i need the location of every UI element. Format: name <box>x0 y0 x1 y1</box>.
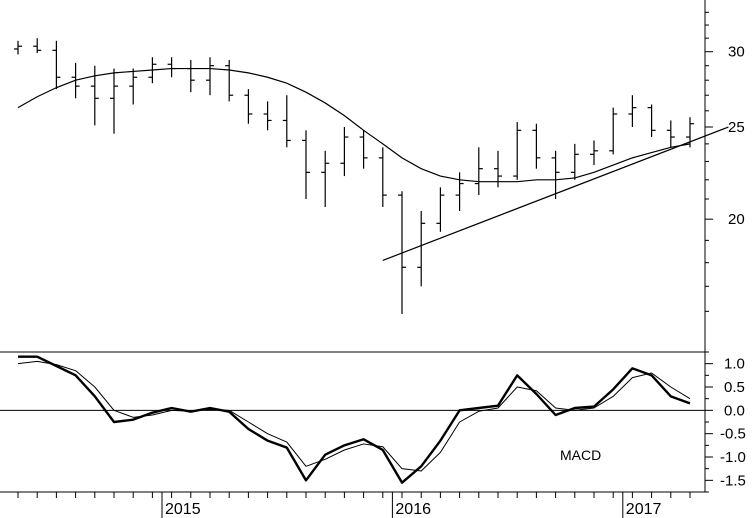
x-year-label: 2015 <box>165 501 201 518</box>
price-y-tick-label: 25 <box>728 119 745 136</box>
ohlc-bar <box>90 65 99 126</box>
ohlc-bar <box>474 147 483 196</box>
ohlc-bar <box>455 172 464 211</box>
moving-average-line <box>17 67 691 183</box>
ohlc-bar <box>570 143 579 180</box>
ohlc-bar <box>186 60 195 93</box>
ohlc-bar <box>590 140 598 166</box>
macd-y-tick-label: 1.0 <box>724 356 745 373</box>
macd-y-tick-label: 0.5 <box>724 379 745 396</box>
ohlc-bar <box>321 150 330 207</box>
macd-y-tick-label: 0.0 <box>724 402 745 419</box>
ohlc-bar <box>628 95 637 128</box>
macd-y-tick-label: -1.0 <box>720 449 746 466</box>
ohlc-bar <box>302 130 310 200</box>
price-y-tick-label: 20 <box>728 211 745 228</box>
ohlc-bar <box>666 120 675 148</box>
ohlc-bar <box>52 40 61 90</box>
ohlc-bar <box>244 89 253 124</box>
ohlc-bar <box>110 68 118 134</box>
macd-title: MACD <box>560 447 601 463</box>
x-year-label: 2016 <box>395 501 431 518</box>
ohlc-bar <box>33 38 42 54</box>
ohlc-bar <box>167 57 176 78</box>
ohlc-bar <box>359 130 368 169</box>
macd-panel: MACD <box>0 355 705 484</box>
ohlc-bar <box>647 104 656 138</box>
ohlc-bar <box>513 122 522 180</box>
ohlc-bar <box>14 40 22 55</box>
ohlc-bar <box>417 210 426 287</box>
macd-signal-line <box>17 360 691 472</box>
ohlc-bar <box>282 95 291 148</box>
macd-line <box>18 355 691 484</box>
trendline <box>382 126 729 261</box>
price-y-tick-label: 30 <box>728 44 745 61</box>
ohlc-bar <box>436 187 445 232</box>
ohlc-bar <box>378 147 387 207</box>
ohlc-bar <box>609 107 618 155</box>
ohlc-bar <box>340 127 349 177</box>
ohlc-bar <box>129 68 138 105</box>
price-panel <box>14 38 729 314</box>
ohlc-bar <box>551 150 560 200</box>
ohlc-bar <box>263 101 272 131</box>
macd-y-tick-label: -0.5 <box>720 426 746 443</box>
ohlc-bar <box>532 123 541 169</box>
ohlc-bar <box>206 57 214 96</box>
macd-y-tick-label: -1.5 <box>720 472 746 489</box>
ohlc-bar <box>225 60 234 102</box>
x-year-label: 2017 <box>626 501 662 518</box>
